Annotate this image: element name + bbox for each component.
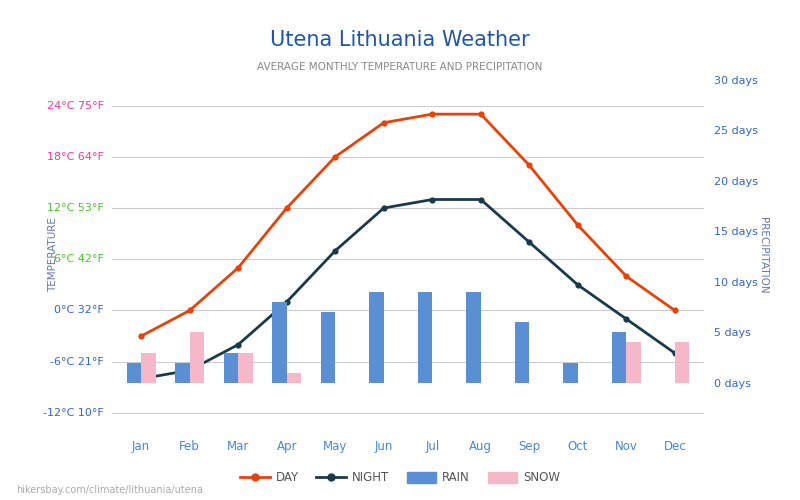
Text: Utena Lithuania Weather: Utena Lithuania Weather [270, 30, 530, 50]
Bar [418, 292, 432, 383]
Legend: DAY, NIGHT, RAIN, SNOW: DAY, NIGHT, RAIN, SNOW [235, 466, 565, 489]
Text: PRECIPITATION: PRECIPITATION [758, 216, 768, 294]
Text: TEMPERATURE: TEMPERATURE [48, 218, 58, 292]
Bar [563, 362, 578, 383]
Bar [190, 332, 204, 383]
Bar [175, 362, 190, 383]
Bar [286, 373, 302, 383]
Text: AVERAGE MONTHLY TEMPERATURE AND PRECIPITATION: AVERAGE MONTHLY TEMPERATURE AND PRECIPIT… [258, 62, 542, 72]
Bar [466, 292, 481, 383]
Text: -6°C 21°F: -6°C 21°F [50, 356, 104, 366]
Text: 6°C 42°F: 6°C 42°F [54, 254, 104, 264]
Bar [675, 342, 690, 383]
Bar [272, 302, 286, 383]
Text: 12°C 53°F: 12°C 53°F [47, 203, 104, 213]
Text: hikersbay.com/climate/lithuania/utena: hikersbay.com/climate/lithuania/utena [16, 485, 203, 495]
Bar [321, 312, 335, 383]
Text: -12°C 10°F: -12°C 10°F [43, 408, 104, 418]
Bar [626, 342, 641, 383]
Bar [514, 322, 530, 383]
Bar [238, 352, 253, 383]
Text: 24°C 75°F: 24°C 75°F [46, 100, 104, 110]
Bar [126, 362, 141, 383]
Bar [612, 332, 626, 383]
Bar [369, 292, 384, 383]
Text: 18°C 64°F: 18°C 64°F [46, 152, 104, 162]
Bar [141, 352, 156, 383]
Bar [224, 352, 238, 383]
Text: 0°C 32°F: 0°C 32°F [54, 306, 104, 316]
